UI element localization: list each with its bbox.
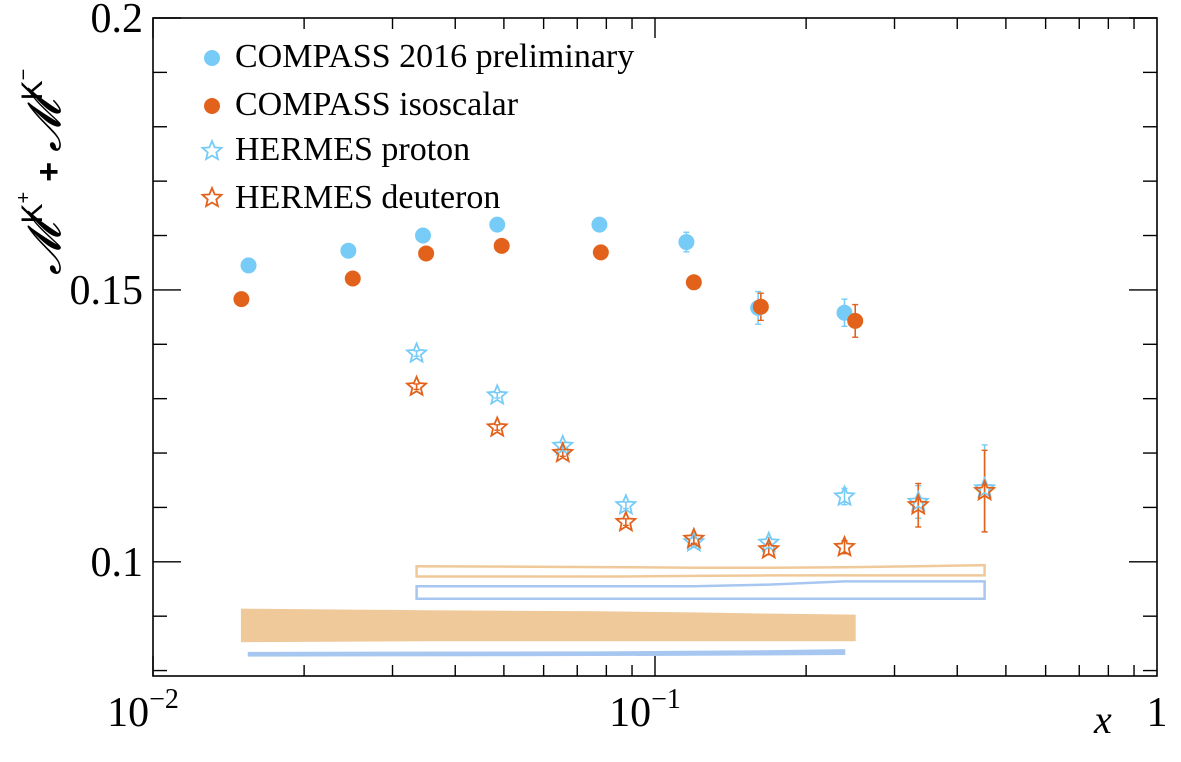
legend-marker-circle xyxy=(204,50,220,66)
data-point-star xyxy=(485,383,509,406)
x-axis-label: x xyxy=(1093,697,1112,742)
data-point-circle xyxy=(340,242,357,259)
data-point-circle xyxy=(592,244,609,261)
data-point-star xyxy=(551,440,575,464)
data-point-circle xyxy=(678,234,695,251)
svg-text:𝓜K++𝓜K−: 𝓜K++𝓜K− xyxy=(13,69,70,275)
y-tick-label: 0.1 xyxy=(91,540,144,586)
systematic-band-3 xyxy=(247,649,846,657)
data-point-star xyxy=(551,433,575,456)
legend-label-compass-2016: COMPASS 2016 preliminary xyxy=(235,38,634,75)
legend-marker-star xyxy=(200,138,224,161)
data-point-star xyxy=(832,534,857,558)
y-axis-label: 𝓜K++𝓜K− xyxy=(13,69,70,275)
data-point-star xyxy=(757,530,781,553)
tick-labels: 0.1 0.15 0.2 10−2 10−1 1 xyxy=(70,0,1168,736)
legend-marker-star xyxy=(200,185,224,208)
systematic-bands xyxy=(240,563,986,657)
y-label-plus: + xyxy=(30,162,68,182)
x-tick-label: 10−2 xyxy=(107,684,179,736)
y-label-sup-2: K xyxy=(16,80,49,100)
data-point-star xyxy=(404,341,429,364)
legend-marker-circle xyxy=(204,98,220,114)
data-point-circle xyxy=(233,291,250,308)
data-point-circle xyxy=(414,227,431,244)
data-point-circle xyxy=(591,216,608,233)
data-point-circle xyxy=(489,216,506,233)
data-point-star xyxy=(906,489,930,512)
systematic-band-2 xyxy=(240,608,856,643)
y-tick-label: 0.15 xyxy=(70,268,144,314)
plot-frame xyxy=(152,17,1158,677)
y-label-charge-1: + xyxy=(13,192,35,204)
legend-label-compass-isoscalar: COMPASS isoscalar xyxy=(235,86,519,123)
data-point-circle xyxy=(418,245,435,262)
y-label-charge-2: − xyxy=(13,69,35,81)
x-tick-label: 1 xyxy=(1147,690,1168,736)
data-point-star xyxy=(614,509,638,533)
data-point-star xyxy=(404,374,429,397)
data-point-star xyxy=(485,415,509,438)
data-point-circle xyxy=(752,298,769,315)
systematic-band-1 xyxy=(415,580,986,601)
error-bars xyxy=(238,219,988,556)
data-points xyxy=(233,216,997,560)
data-point-star xyxy=(906,492,930,516)
data-point-circle xyxy=(344,270,361,287)
data-point-star xyxy=(682,526,706,549)
systematic-band-0 xyxy=(415,563,986,578)
y-tick-label: 0.2 xyxy=(91,0,144,42)
data-point-star xyxy=(757,536,781,560)
data-point-circle xyxy=(240,257,257,274)
legend-label-hermes-deuteron: HERMES deuteron xyxy=(235,179,500,216)
legend: COMPASS 2016 preliminary COMPASS isoscal… xyxy=(200,38,634,216)
legend-markers xyxy=(200,50,224,208)
y-label-sup-1: K xyxy=(16,203,49,223)
data-point-star xyxy=(832,484,857,507)
data-point-star xyxy=(614,492,638,516)
data-point-star xyxy=(972,476,997,499)
legend-label-hermes-proton: HERMES proton xyxy=(235,131,470,168)
data-point-circle xyxy=(493,237,510,254)
data-point-star xyxy=(972,478,997,502)
x-tick-label: 10−1 xyxy=(609,684,681,736)
data-point-circle xyxy=(847,312,864,329)
data-point-circle xyxy=(685,274,702,291)
